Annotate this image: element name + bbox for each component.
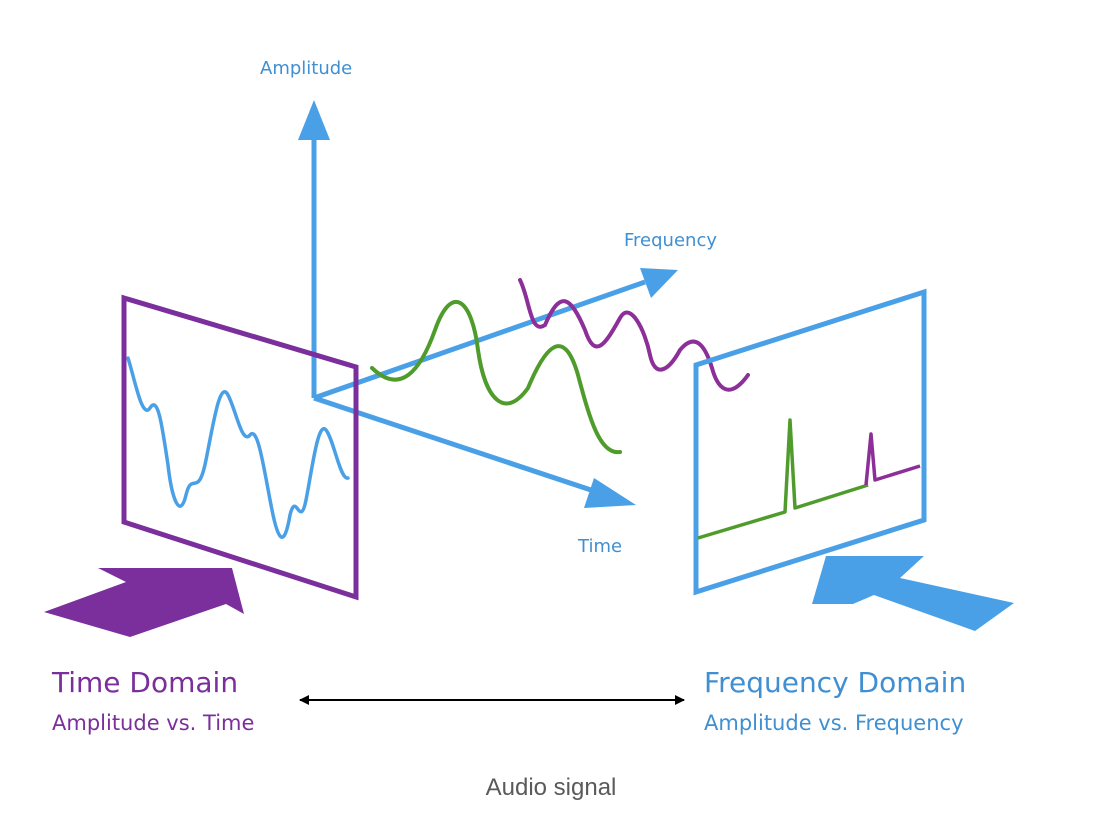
- frequency-domain-arrow-icon: [812, 556, 1014, 631]
- time-domain-panel: [121, 294, 359, 601]
- time-domain-arrow-icon: [44, 568, 244, 637]
- figure-caption: Audio signal: [485, 774, 617, 801]
- time-domain-title: Time Domain: [51, 666, 238, 699]
- time-domain-subtitle: Amplitude vs. Time: [52, 711, 254, 735]
- purple-sine-wave: [518, 278, 750, 392]
- spectrum-green-line: [697, 418, 869, 540]
- time-domain-signal: [126, 356, 350, 539]
- time-axis: [313, 395, 636, 508]
- frequency-axis-label: Frequency: [624, 230, 717, 251]
- amplitude-axis-label: Amplitude: [260, 58, 352, 79]
- spectrum-purple-line: [864, 432, 921, 486]
- time-axis-label: Time: [577, 536, 622, 557]
- frequency-axis: [313, 268, 678, 401]
- frequency-domain-panel: [693, 288, 927, 596]
- green-sine-wave: [370, 299, 622, 455]
- frequency-domain-subtitle: Amplitude vs. Frequency: [704, 711, 964, 735]
- frequency-domain-title: Frequency Domain: [704, 666, 966, 699]
